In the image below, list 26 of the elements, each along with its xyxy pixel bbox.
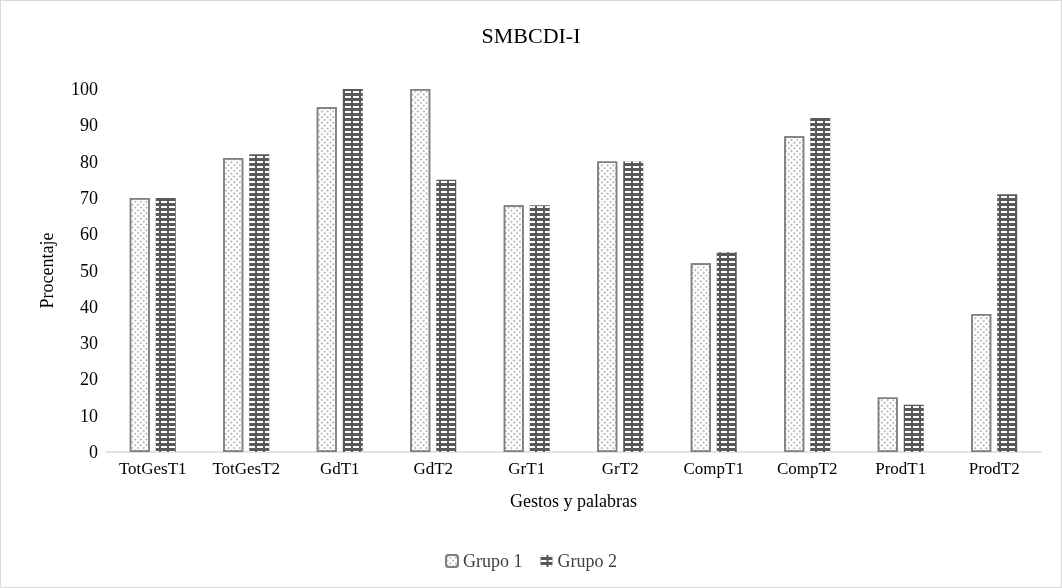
y-tick-label: 10 bbox=[80, 405, 98, 426]
x-tick-label: GrT2 bbox=[601, 459, 639, 478]
y-tick-label: 80 bbox=[80, 151, 98, 172]
x-tick-label: GdT2 bbox=[413, 459, 454, 478]
y-tick-label: 50 bbox=[80, 260, 98, 281]
y-tick-label: 90 bbox=[80, 115, 98, 136]
y-tick-label: 40 bbox=[80, 296, 98, 317]
x-tick-label: ProdT1 bbox=[875, 459, 927, 478]
y-axis-title: Procentaje bbox=[37, 232, 57, 309]
x-tick-label: TotGesT1 bbox=[118, 459, 187, 478]
y-tick-label: 30 bbox=[80, 333, 98, 354]
chart-title: SMBCDI-I bbox=[481, 22, 581, 48]
legend-label: Grupo 2 bbox=[557, 551, 617, 571]
x-tick-label: TotGesT2 bbox=[212, 459, 281, 478]
x-tick-label: GrT1 bbox=[508, 459, 546, 478]
y-tick-label: 0 bbox=[89, 442, 98, 462]
x-tick-label: CompT2 bbox=[777, 459, 838, 478]
x-tick-label: GdT1 bbox=[319, 459, 360, 478]
x-tick-label: CompT1 bbox=[683, 459, 744, 478]
x-axis-title: Gestos y palabras bbox=[510, 491, 637, 511]
y-tick-label: 20 bbox=[80, 369, 98, 390]
y-tick-label: 70 bbox=[80, 187, 98, 208]
x-tick-label: ProdT2 bbox=[968, 459, 1020, 478]
legend-label: Grupo 1 bbox=[463, 551, 523, 571]
y-tick-label: 100 bbox=[71, 79, 98, 99]
y-tick-label: 60 bbox=[80, 224, 98, 245]
